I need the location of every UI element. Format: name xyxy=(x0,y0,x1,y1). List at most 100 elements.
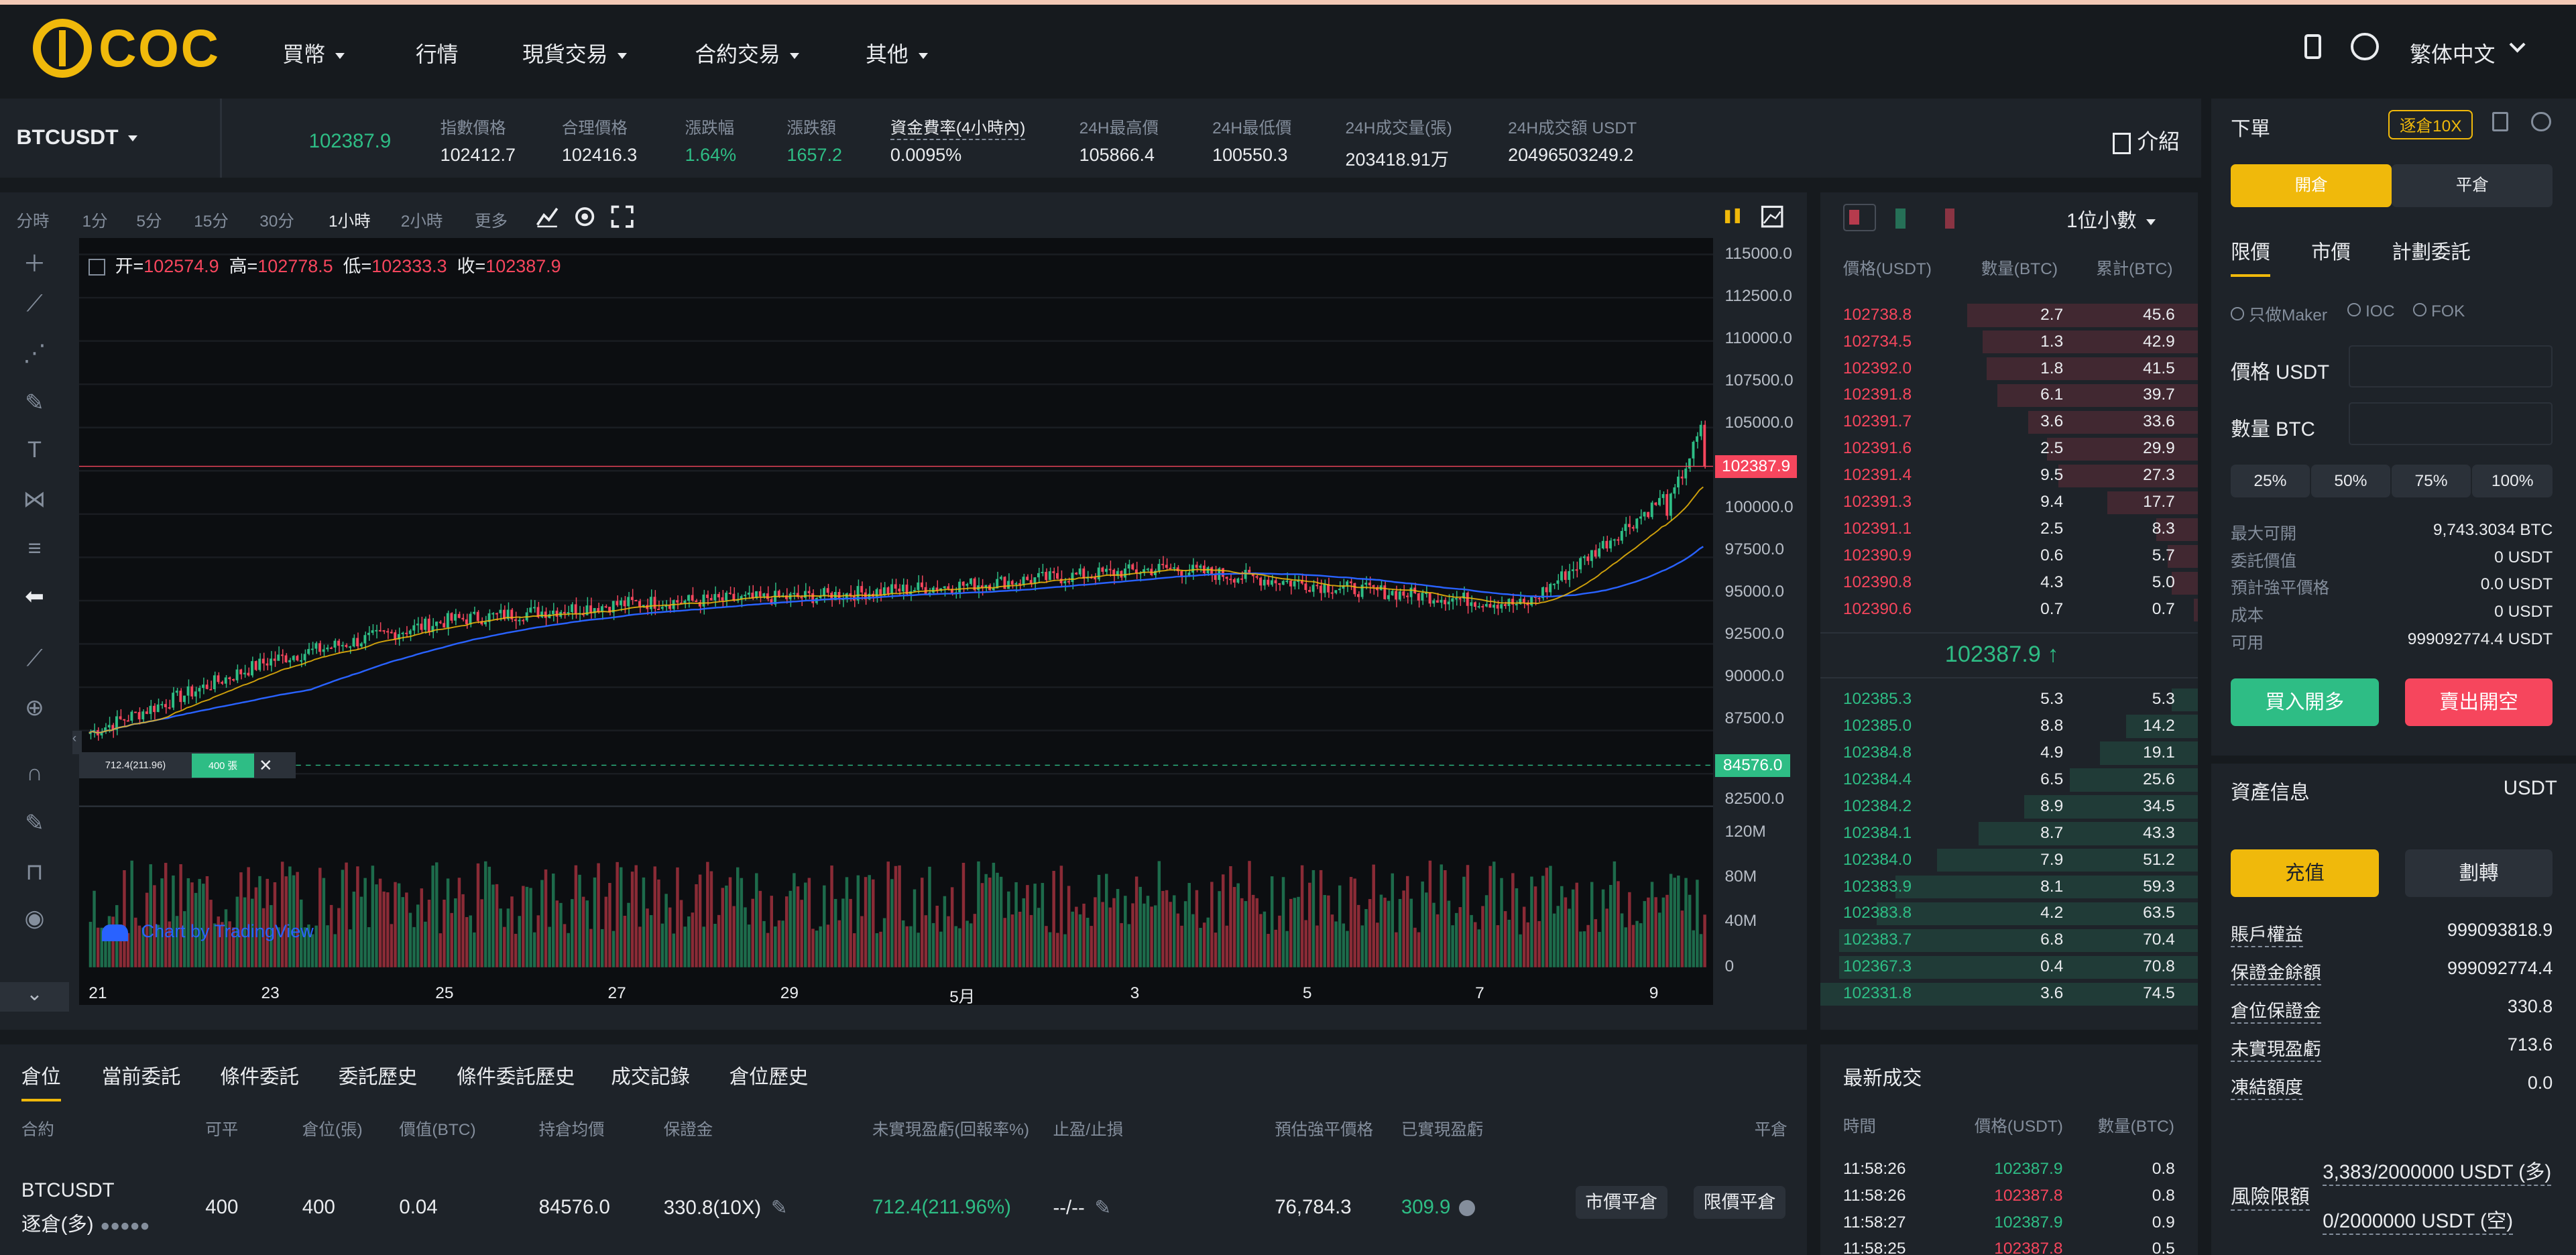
deposit-button[interactable]: 充值 xyxy=(2231,849,2379,897)
timeframe-tab[interactable]: 15分 xyxy=(194,213,229,231)
market-close-button[interactable]: 市價平倉 xyxy=(1575,1185,1667,1219)
list-item[interactable]: 102734.5 1.3 42.9 xyxy=(1820,329,2199,355)
nav-other[interactable]: 其他 xyxy=(866,38,928,68)
crosshair-icon[interactable]: ＋ xyxy=(23,251,46,278)
lock-drawing-icon[interactable]: ✎ xyxy=(25,810,44,836)
timeframe-tab[interactable]: 分時 xyxy=(16,213,50,231)
list-item[interactable]: 102384.2 8.9 34.5 xyxy=(1820,794,2199,820)
timeframe-tab[interactable]: 更多 xyxy=(475,213,508,231)
list-item[interactable]: 102391.1 2.5 8.3 xyxy=(1820,516,2199,542)
list-item[interactable]: 102385.0 8.8 14.2 xyxy=(1820,713,2199,739)
tab-active[interactable]: 倉位 xyxy=(21,1061,61,1102)
table-row[interactable]: BTCUSDT 逐倉(多) ●●●●● 400 400 0.04 84576.0 … xyxy=(0,1160,1807,1255)
nav-market[interactable]: 行情 xyxy=(416,38,459,68)
list-item[interactable]: 102383.9 8.1 59.3 xyxy=(1820,874,2199,900)
list-item[interactable]: 102367.3 0.4 70.8 xyxy=(1820,954,2199,980)
list-item[interactable]: 102390.6 0.7 0.7 xyxy=(1820,597,2199,623)
list-item[interactable]: 102331.8 3.6 74.5 xyxy=(1820,981,2199,1007)
book-view-bids-icon[interactable] xyxy=(1895,208,1906,229)
list-item[interactable]: 102738.8 2.7 45.6 xyxy=(1820,302,2199,328)
buy-long-button[interactable]: 買入開多 xyxy=(2231,678,2379,726)
brand-logo[interactable]: COC xyxy=(33,18,221,79)
tab-item[interactable]: 成交記錄 xyxy=(611,1065,690,1088)
option-ioc[interactable]: IOC xyxy=(2347,302,2395,321)
fib-icon[interactable]: ⋰ xyxy=(23,341,46,367)
collapse-toolbar-icon[interactable]: ⌄ xyxy=(0,982,69,1012)
list-item[interactable]: 102391.7 3.6 33.6 xyxy=(1820,410,2199,436)
pattern-icon[interactable]: ⋈ xyxy=(23,487,46,513)
percent-50-button[interactable]: 50% xyxy=(2311,465,2390,498)
list-item[interactable]: 102385.3 5.3 5.3 xyxy=(1820,686,2199,713)
indicator-icon[interactable] xyxy=(536,205,559,228)
list-item[interactable]: 102391.6 2.5 29.9 xyxy=(1820,436,2199,462)
intro-link[interactable]: 介紹 xyxy=(2112,125,2180,156)
list-item[interactable]: 102391.8 6.1 39.7 xyxy=(1820,383,2199,409)
book-view-asks-icon[interactable] xyxy=(1944,208,1955,229)
margin-mode-badge[interactable]: 逐倉10X xyxy=(2388,110,2473,140)
zoom-in-icon[interactable]: ⊕ xyxy=(25,695,44,721)
asset-label[interactable]: 倉位保證金 xyxy=(2231,996,2321,1024)
asset-label[interactable]: 賬戶權益 xyxy=(2231,920,2303,947)
transfer-button[interactable]: 劃轉 xyxy=(2404,849,2553,897)
list-item[interactable]: 102384.8 4.9 19.1 xyxy=(1820,740,2199,766)
list-item[interactable]: 102383.8 4.2 63.5 xyxy=(1820,901,2199,927)
order-type-limit[interactable]: 限價 xyxy=(2231,237,2270,278)
expand-icon[interactable] xyxy=(89,259,105,276)
list-item[interactable]: 102392.0 1.8 41.5 xyxy=(1820,356,2199,382)
percent-25-button[interactable]: 25% xyxy=(2231,465,2310,498)
edit-tpsl-icon[interactable]: ✎ xyxy=(1094,1196,1112,1219)
tab-item[interactable]: 倉位歷史 xyxy=(729,1065,809,1088)
price-input[interactable] xyxy=(2349,345,2553,388)
tab-item[interactable]: 委託歷史 xyxy=(338,1065,418,1088)
text-tool-icon[interactable]: T xyxy=(27,436,42,463)
ruler-icon[interactable]: ⟋ xyxy=(26,645,43,671)
list-item[interactable]: 102383.7 6.8 70.4 xyxy=(1820,928,2199,954)
timeframe-tab[interactable]: 1分 xyxy=(82,213,108,231)
percent-75-button[interactable]: 75% xyxy=(2392,465,2471,498)
user-account-icon[interactable] xyxy=(2350,32,2379,61)
precision-selector[interactable]: 1位小數 xyxy=(2066,205,2156,233)
tab-item[interactable]: 條件委託歷史 xyxy=(457,1065,575,1088)
tab-open-position[interactable]: 開倉 xyxy=(2231,164,2392,207)
qty-input[interactable] xyxy=(2349,402,2553,445)
scroll-left-handle[interactable]: ‹ xyxy=(72,731,82,754)
measure-lines-icon[interactable]: ≡ xyxy=(27,535,42,561)
limit-close-button[interactable]: 限價平倉 xyxy=(1693,1185,1786,1219)
timeframe-tab[interactable]: 2小時 xyxy=(400,213,443,231)
position-symbol[interactable]: BTCUSDT xyxy=(21,1179,115,1202)
list-item[interactable]: 102384.4 6.5 25.6 xyxy=(1820,767,2199,793)
list-item[interactable]: 102390.8 4.3 5.0 xyxy=(1820,570,2199,596)
order-type-plan[interactable]: 計劃委託 xyxy=(2392,241,2471,263)
timeframe-tab[interactable]: 30分 xyxy=(259,213,294,231)
mobile-app-icon[interactable] xyxy=(2304,34,2321,59)
nav-buy-coin[interactable]: 買幣 xyxy=(282,38,345,68)
fullscreen-icon[interactable] xyxy=(611,205,634,228)
option-fok[interactable]: FOK xyxy=(2413,302,2465,321)
list-item[interactable]: 102390.9 0.6 5.7 xyxy=(1820,543,2199,569)
tab-item[interactable]: 條件委託 xyxy=(220,1065,299,1088)
timeframe-tab[interactable]: 5分 xyxy=(136,213,162,231)
asset-label[interactable]: 保證金餘額 xyxy=(2231,958,2321,986)
magnet-icon[interactable]: ∩ xyxy=(26,760,43,786)
unlock-icon[interactable]: ⊓ xyxy=(25,859,44,886)
nav-spot[interactable]: 現貨交易 xyxy=(522,38,628,68)
order-type-market[interactable]: 市價 xyxy=(2311,241,2351,263)
arrow-left-icon[interactable]: ⬅ xyxy=(25,583,44,609)
eye-icon[interactable]: ◉ xyxy=(24,905,45,931)
list-item[interactable]: 102391.3 9.4 17.7 xyxy=(1820,489,2199,516)
close-icon[interactable]: ✕ xyxy=(258,756,273,775)
list-item[interactable]: 102384.0 7.9 51.2 xyxy=(1820,847,2199,874)
calculator-icon[interactable] xyxy=(2492,111,2509,131)
tab-close-position[interactable]: 平倉 xyxy=(2392,164,2553,207)
percent-100-button[interactable]: 100% xyxy=(2472,465,2553,498)
list-item[interactable]: 102391.4 9.5 27.3 xyxy=(1820,463,2199,489)
list-item[interactable]: 102384.1 8.7 43.3 xyxy=(1820,821,2199,847)
edit-margin-icon[interactable]: ✎ xyxy=(770,1196,788,1219)
depth-chart-icon[interactable] xyxy=(1761,205,1783,228)
asset-label[interactable]: 凍結額度 xyxy=(2231,1073,2303,1101)
sell-short-button[interactable]: 賣出開空 xyxy=(2404,678,2553,726)
option-maker-only[interactable]: 只做Maker xyxy=(2231,302,2327,326)
risk-limit-long[interactable]: 3,383/2000000 USDT (多) xyxy=(2323,1156,2552,1186)
tradingview-watermark[interactable]: Chart by TradingView xyxy=(101,921,314,942)
timeframe-tab-active[interactable]: 1小時 xyxy=(329,213,371,231)
